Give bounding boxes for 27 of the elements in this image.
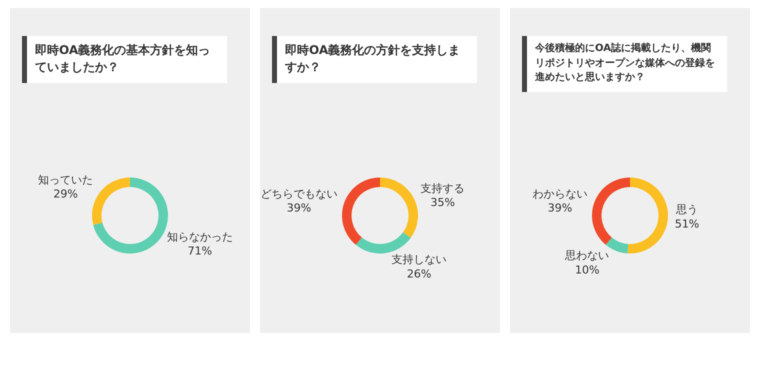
slice-label: 思う — [675, 203, 698, 216]
slice-label: 支持しない — [392, 252, 447, 266]
donut-slice — [628, 178, 668, 254]
data-label: 35% — [430, 196, 455, 210]
donut-slice — [606, 237, 628, 254]
data-label: 39% — [548, 202, 572, 215]
donut-slice — [592, 178, 630, 245]
data-label: 39% — [286, 202, 312, 215]
slice-label: 支持する — [420, 182, 465, 195]
donut-slice — [356, 232, 411, 254]
donut-slice — [92, 178, 130, 225]
slice-label: 思わない — [564, 248, 610, 262]
chart-title: 即時OA義務化の方針を支持しますか？ — [272, 36, 477, 83]
slice-label: 知らなかった — [166, 230, 233, 244]
data-label: 51% — [674, 217, 700, 230]
data-label: 26% — [406, 267, 432, 280]
data-label: 71% — [188, 244, 212, 258]
slice-label: どちらでもない — [260, 187, 338, 200]
donut-slice — [342, 178, 380, 245]
donut-slice — [380, 178, 418, 238]
donut-slice — [93, 178, 168, 254]
slice-label: わからない — [532, 187, 588, 200]
slice-label: 知っていた — [38, 173, 94, 186]
data-label: 10% — [574, 263, 600, 276]
chart-title: 今後積極的にOA誌に掲載したり、機関リポジトリやオープンな媒体への登録を進めたいと思いますか？ — [522, 36, 727, 92]
data-label: 29% — [53, 188, 78, 201]
chart-title: 即時OA義務化の基本方針を知っていましたか？ — [22, 36, 227, 83]
